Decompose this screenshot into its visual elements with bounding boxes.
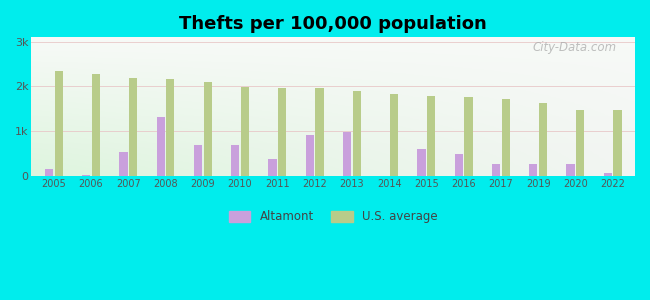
Bar: [502, 99, 510, 176]
Bar: [240, 87, 249, 176]
Bar: [427, 96, 436, 176]
Bar: [576, 110, 584, 176]
Bar: [166, 79, 174, 176]
Bar: [129, 78, 137, 176]
Bar: [268, 159, 276, 176]
Bar: [92, 74, 100, 176]
Bar: [390, 94, 398, 176]
Bar: [55, 71, 62, 176]
Bar: [343, 132, 351, 176]
Text: City-Data.com: City-Data.com: [533, 41, 617, 55]
Bar: [231, 146, 239, 176]
Bar: [203, 82, 212, 176]
Title: Thefts per 100,000 population: Thefts per 100,000 population: [179, 15, 487, 33]
Bar: [464, 97, 473, 176]
Bar: [454, 154, 463, 176]
Bar: [157, 117, 165, 176]
Bar: [82, 175, 90, 176]
Bar: [194, 146, 202, 176]
Bar: [315, 88, 324, 176]
Bar: [614, 110, 621, 176]
Bar: [352, 91, 361, 176]
Bar: [278, 88, 286, 176]
Bar: [604, 173, 612, 176]
Bar: [492, 164, 500, 176]
Bar: [417, 149, 426, 176]
Bar: [45, 169, 53, 176]
Bar: [529, 164, 538, 176]
Bar: [566, 164, 575, 176]
Bar: [306, 135, 314, 176]
Bar: [539, 103, 547, 176]
Bar: [120, 152, 127, 176]
Legend: Altamont, U.S. average: Altamont, U.S. average: [224, 206, 443, 228]
